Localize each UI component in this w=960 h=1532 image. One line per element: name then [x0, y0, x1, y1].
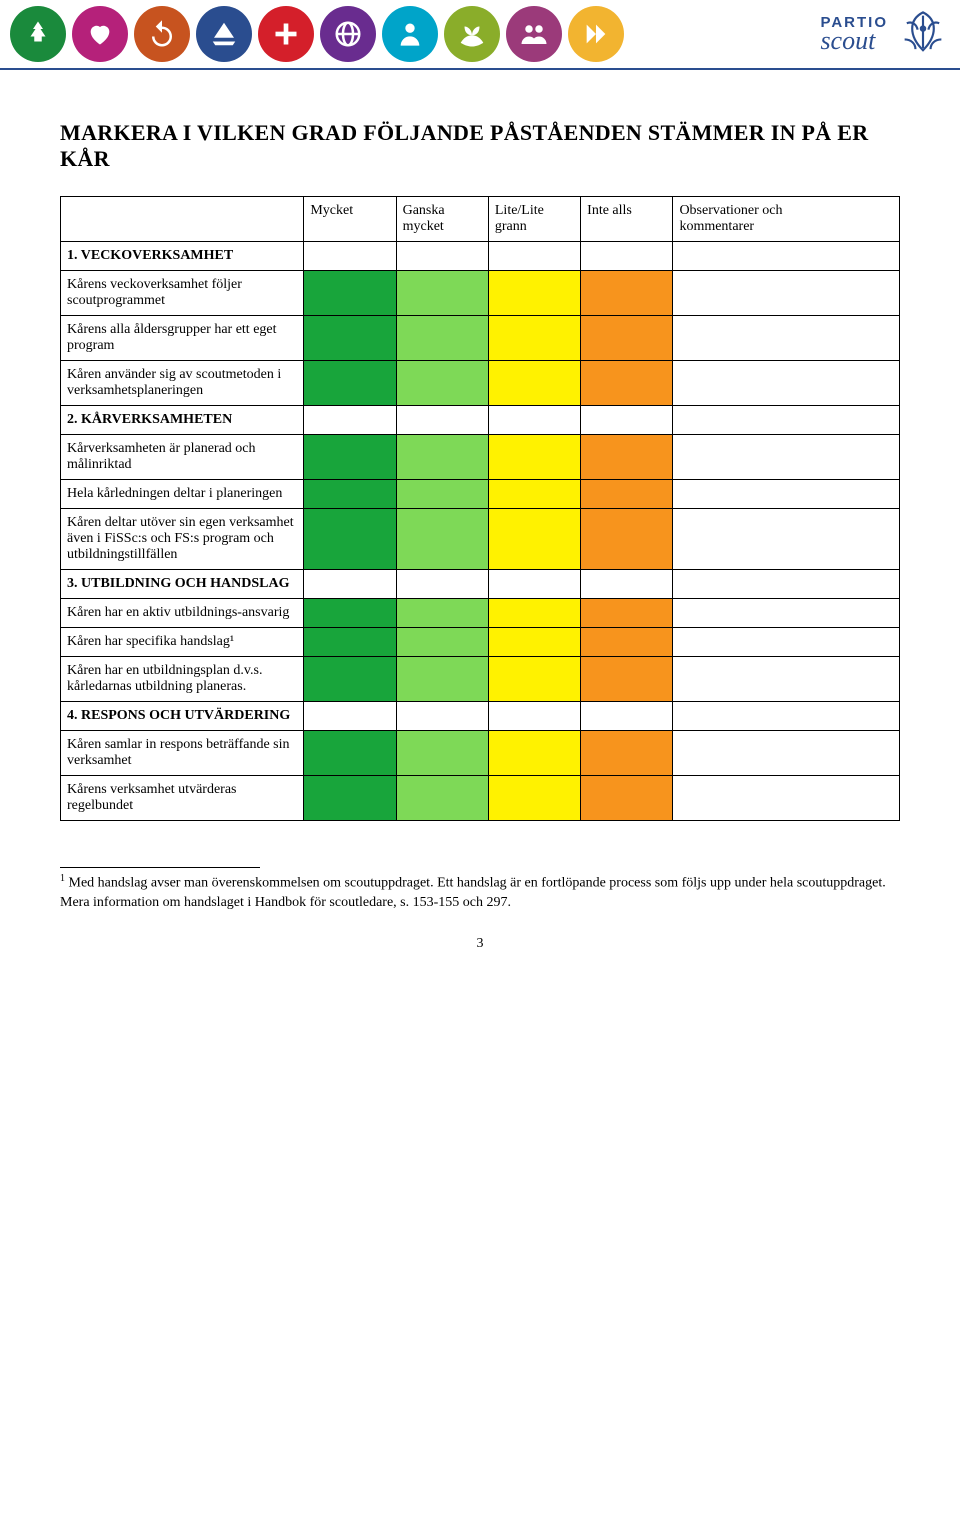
header-col-1: Mycket — [304, 197, 396, 242]
table-row: Kåren har en aktiv utbildnings-ansvarig — [61, 599, 900, 628]
table-row: Kåren använder sig av scoutmetoden i ver… — [61, 361, 900, 406]
page-content: MARKERA I VILKEN GRAD FÖLJANDE PÅSTÅENDE… — [0, 70, 960, 982]
evaluation-table: Mycket Ganska mycket Lite/Lite grann Int… — [60, 196, 900, 821]
section-1-header: 1. VECKOVERKSAMHET — [61, 242, 900, 271]
table-row: Hela kårledningen deltar i planeringen — [61, 480, 900, 509]
heart-icon — [72, 6, 128, 62]
brand-logo: PARTIO scout — [820, 7, 950, 61]
forward-icon — [568, 6, 624, 62]
table-header-row: Mycket Ganska mycket Lite/Lite grann Int… — [61, 197, 900, 242]
section-2-header: 2. KÅRVERKSAMHETEN — [61, 406, 900, 435]
table-row: Kåren deltar utöver sin egen verksamhet … — [61, 509, 900, 570]
brand-line2: scout — [820, 28, 888, 54]
footnote-marker: 1 — [60, 873, 65, 884]
globe-icon — [320, 6, 376, 62]
header-col-4: Inte alls — [581, 197, 673, 242]
section-3-header: 3. UTBILDNING OCH HANDSLAG — [61, 570, 900, 599]
footnote-separator — [60, 867, 260, 868]
header-col-5: Observationer och kommentarer — [673, 197, 900, 242]
table-row: Kårens veckoverksamhet följer scoutprogr… — [61, 271, 900, 316]
page-title: MARKERA I VILKEN GRAD FÖLJANDE PÅSTÅENDE… — [60, 120, 900, 172]
table-row: Kåren har en utbildningsplan d.v.s. kårl… — [61, 657, 900, 702]
header-col-2: Ganska mycket — [396, 197, 488, 242]
header-empty — [61, 197, 304, 242]
header-col-3: Lite/Lite grann — [488, 197, 580, 242]
table-row: Kårens verksamhet utvärderas regelbundet — [61, 776, 900, 821]
refresh-icon — [134, 6, 190, 62]
boat-icon — [196, 6, 252, 62]
sprout-icon — [444, 6, 500, 62]
footnote: 1 Med handslag avser man överenskommelse… — [60, 872, 900, 912]
plus-icon — [258, 6, 314, 62]
table-row: Kårens alla åldersgrupper har ett eget p… — [61, 316, 900, 361]
brand-emblem-icon — [896, 7, 950, 61]
tree-icon — [10, 6, 66, 62]
table-row: Kåren samlar in respons beträffande sin … — [61, 731, 900, 776]
person-icon — [382, 6, 438, 62]
footnote-text: Med handslag avser man överenskommelsen … — [60, 876, 886, 910]
table-row: Kårverksamheten är planerad och målinrik… — [61, 435, 900, 480]
group-icon — [506, 6, 562, 62]
section-4-header: 4. RESPONS OCH UTVÄRDERING — [61, 702, 900, 731]
header-icon-row: PARTIO scout — [0, 0, 960, 70]
table-row: Kåren har specifika handslag¹ — [61, 628, 900, 657]
page-number: 3 — [60, 936, 900, 952]
